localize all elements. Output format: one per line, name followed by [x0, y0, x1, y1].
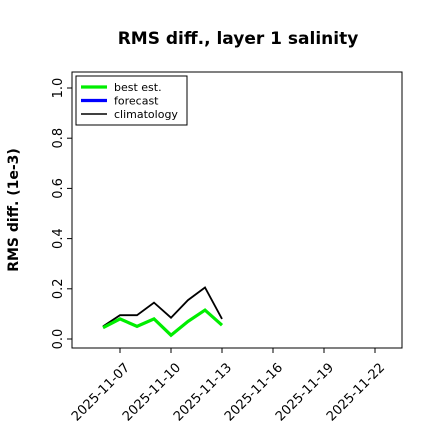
y-tick-label: 0.2: [51, 278, 66, 299]
y-tick-label: 0.4: [51, 228, 66, 249]
y-tick-label: 0.8: [51, 128, 66, 149]
y-tick-label: 0.0: [51, 329, 66, 350]
series-line-climatology: [102, 286, 223, 328]
y-axis-label: RMS diff. (1e-3): [6, 148, 22, 272]
series-line-best-est: [102, 308, 224, 338]
y-tick-label: 0.6: [51, 178, 66, 199]
legend-label: climatology: [114, 108, 178, 121]
y-tick-label: 1.0: [51, 78, 66, 99]
chart-title: RMS diff., layer 1 salinity: [118, 29, 359, 49]
plot-frame: [71, 71, 403, 349]
legend-label: forecast: [114, 95, 159, 108]
legend-label: best est.: [114, 81, 162, 94]
